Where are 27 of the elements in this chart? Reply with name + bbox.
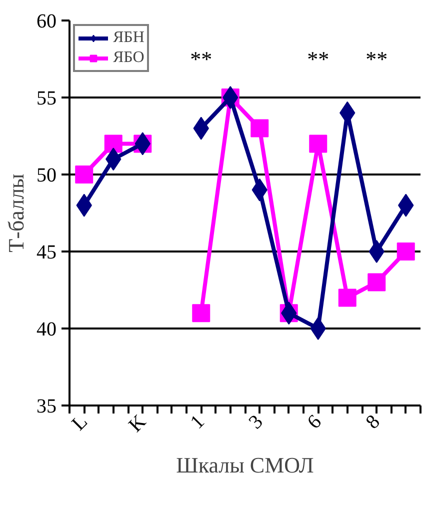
point xyxy=(368,273,386,292)
point xyxy=(104,134,122,153)
x-tick-label: L xyxy=(68,410,92,435)
legend-label: ЯБО xyxy=(113,49,144,67)
annotation: ** xyxy=(366,46,388,72)
point xyxy=(75,166,94,184)
annotation: ** xyxy=(307,46,330,72)
y-axis-title: Т-баллы xyxy=(4,173,28,252)
point xyxy=(338,288,356,307)
annotation: ** xyxy=(190,46,212,72)
point xyxy=(192,304,210,322)
x-tick-label: 3 xyxy=(244,410,268,434)
x-axis-title: Шкалы СМОЛ xyxy=(176,452,314,478)
y-tick-label: 35 xyxy=(36,396,56,418)
x-tick-label: 1 xyxy=(186,410,209,434)
point xyxy=(396,242,415,260)
legend-label: ЯБН xyxy=(113,29,144,47)
y-tick-label: 55 xyxy=(36,88,56,110)
y-tick-label: 50 xyxy=(36,164,56,186)
point xyxy=(309,134,328,153)
point xyxy=(250,119,269,138)
x-tick-label: 6 xyxy=(303,410,326,434)
x-tick-label: 8 xyxy=(362,410,384,434)
y-tick-label: 45 xyxy=(36,242,56,264)
y-tick-label: 60 xyxy=(36,10,56,32)
x-tick-label: K xyxy=(124,410,151,436)
y-tick-label: 40 xyxy=(36,318,56,340)
